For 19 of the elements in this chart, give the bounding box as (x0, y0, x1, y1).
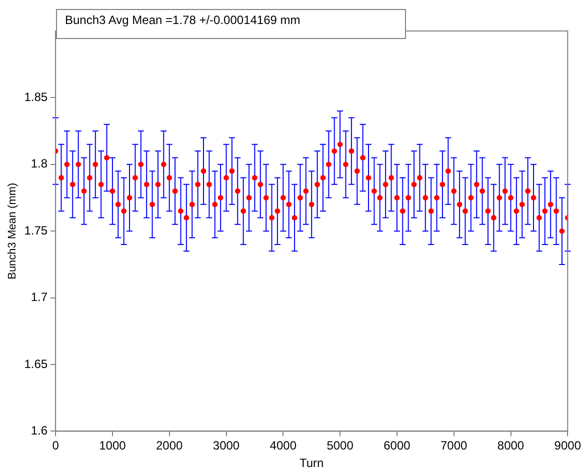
x-tick-label: 0 (52, 438, 60, 453)
x-tick-label: 5000 (326, 438, 354, 453)
y-tick-label: 1.65 (24, 356, 48, 371)
x-tick-label: 4000 (270, 438, 297, 453)
x-tick-label: 7000 (440, 438, 468, 453)
y-tick-label: 1.75 (24, 223, 48, 238)
note-box: Bunch3 Avg Mean =1.78 +/-0.00014169 mm (56, 9, 406, 39)
y-tick-label: 1.8 (30, 156, 48, 171)
y-tick-label: 1.7 (30, 290, 48, 304)
y-tick-label: 1.85 (24, 90, 48, 104)
x-axis-title: Turn (299, 456, 324, 470)
y-axis-title: Bunch3 Mean (mm) (6, 182, 19, 280)
x-tick-label: 9000 (554, 438, 582, 453)
x-tick-label: 8000 (497, 438, 524, 453)
x-tick-label: 3000 (212, 438, 240, 453)
x-tick-label: 2000 (156, 438, 184, 453)
x-tick-label: 1000 (99, 438, 126, 453)
x-tick-label: 6000 (384, 438, 411, 453)
y-tick-label: 1.6 (30, 424, 48, 438)
